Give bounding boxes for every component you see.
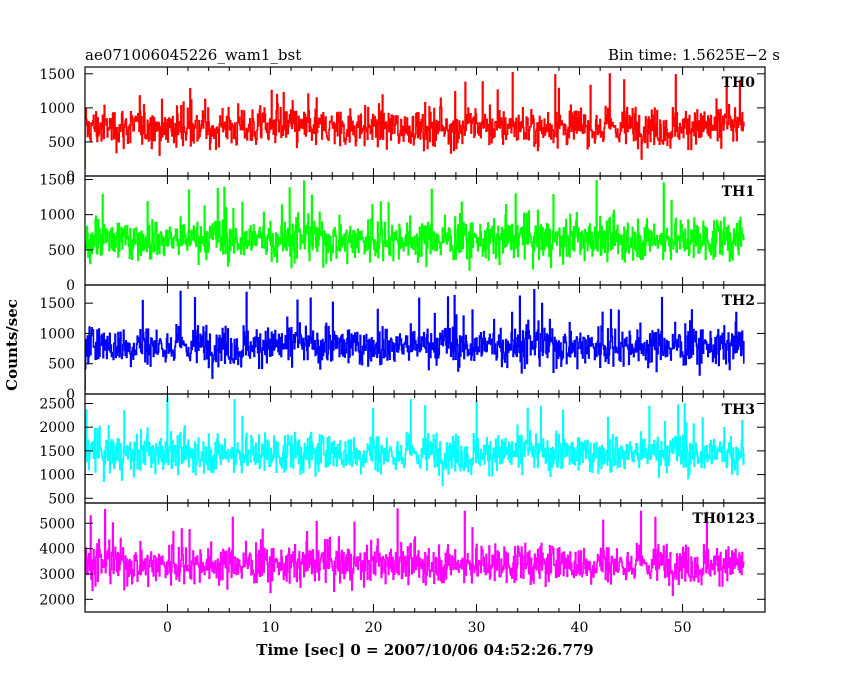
y-tick-label: 1500 — [39, 173, 75, 189]
panel-th0: 0 500 1000 1500 TH0 — [39, 66, 766, 185]
y-tick-label: 500 — [48, 135, 75, 151]
y-tick-label: 0 — [66, 278, 75, 294]
y-tick-label: 2000 — [39, 420, 75, 436]
y-tick-label: 1500 — [39, 444, 75, 460]
y-tick-label: 1000 — [39, 468, 75, 484]
series-line-th0123 — [85, 508, 745, 606]
x-tick-label: 30 — [468, 620, 486, 636]
series-line-th2 — [85, 289, 745, 391]
x-tick-label: 20 — [365, 620, 383, 636]
y-tick-label: 3000 — [39, 567, 75, 583]
series-line-th0 — [85, 72, 745, 170]
y-tick-label: 1500 — [39, 296, 75, 312]
panel-name-label: TH3 — [722, 402, 755, 418]
chart-title: ae071006045226_wam1_bst — [85, 46, 301, 64]
panel-th3: 500 1000 1500 2000 2500 TH3 — [39, 393, 766, 507]
panels-group: 0 500 1000 1500 TH0 0 500 1000 1500 TH1 0 500 1000 15… — [39, 66, 766, 613]
x-axis: 0 10 20 30 40 50 — [163, 620, 692, 636]
panel-frame — [84, 502, 766, 613]
panel-name-label: TH0 — [722, 75, 756, 91]
y-tick-label: 1500 — [39, 67, 75, 83]
x-axis-label: Time [sec] 0 = 2007/10/06 04:52:26.779 — [256, 641, 593, 659]
panel-name-label: TH0123 — [692, 511, 755, 527]
panel-th0123: 2000 3000 4000 5000 TH0123 — [39, 502, 766, 613]
panel-name-label: TH2 — [722, 293, 755, 309]
panel-th1: 0 500 1000 1500 TH1 — [39, 173, 766, 294]
y-axis-label: Counts/sec — [3, 299, 21, 391]
y-tick-label: 5000 — [39, 516, 75, 532]
y-tick-label: 500 — [48, 491, 75, 507]
panel-th2: 0 500 1000 1500 TH2 — [39, 284, 766, 403]
y-tick-label: 2000 — [39, 592, 75, 608]
y-tick-label: 0 — [66, 169, 75, 185]
y-tick-label: 1000 — [39, 101, 75, 117]
panel-name-label: TH1 — [722, 184, 755, 200]
series-line-th3 — [85, 396, 745, 499]
x-tick-label: 10 — [262, 620, 280, 636]
y-tick-label: 2500 — [39, 396, 75, 412]
y-tick-label: 4000 — [39, 542, 75, 558]
x-tick-label: 40 — [571, 620, 589, 636]
y-tick-label: 500 — [48, 243, 75, 259]
x-tick-label: 50 — [674, 620, 692, 636]
y-tick-label: 0 — [66, 387, 75, 403]
y-tick-label: 500 — [48, 357, 75, 373]
series-line-th1 — [85, 180, 745, 280]
y-tick-label: 1000 — [39, 326, 75, 342]
x-tick-label: 0 — [163, 620, 172, 636]
bin-time-label: Bin time: 1.5625E−2 s — [608, 46, 780, 64]
y-tick-label: 1000 — [39, 208, 75, 224]
